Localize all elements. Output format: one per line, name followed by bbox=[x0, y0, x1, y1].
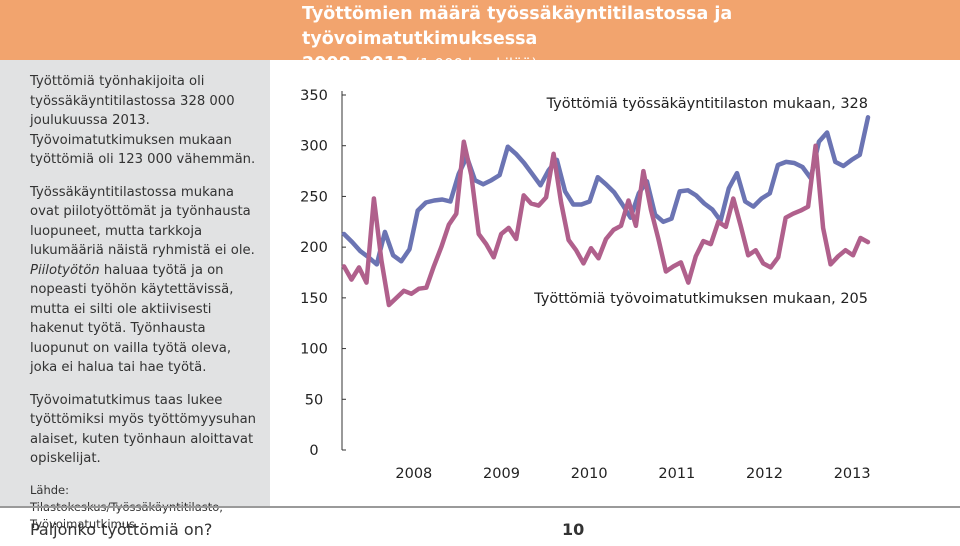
y-tick-label: 250 bbox=[300, 189, 328, 205]
x-tick-label: 2008 bbox=[395, 466, 432, 482]
sidebar-paragraph-2a: Työssäkäyntitilastossa mukana ovat piilo… bbox=[30, 184, 255, 259]
series-line-2 bbox=[341, 139, 871, 308]
y-tick-label: 150 bbox=[300, 291, 328, 307]
sidebar-paragraph-3: Työvoimatutkimus taas lukee työttömiksi … bbox=[30, 392, 257, 467]
sidebar-paragraph-2b: haluaa työtä ja on nopeasti työhön käyte… bbox=[30, 262, 234, 376]
y-tick-label: 0 bbox=[309, 443, 318, 459]
series-label-tyovoima: Työttömiä työvoimatutkimuksen mukaan, 20… bbox=[533, 291, 868, 307]
sidebar-term-piilotyoton: Piilotyötön bbox=[30, 262, 100, 278]
y-tick-label: 200 bbox=[300, 240, 328, 256]
sidebar-text: Työttömiä työnhakijoita oli työssäkäynti… bbox=[30, 72, 258, 546]
sidebar-panel bbox=[0, 60, 270, 506]
x-tick-label: 2013 bbox=[834, 466, 871, 482]
x-tick-label: 2011 bbox=[658, 466, 695, 482]
chart-title-main: Työttömien määrä työssäkäyntitilastossa … bbox=[302, 4, 733, 49]
line-chart: 0 50 100 150 200 250 300 350 2008 2009 2010 2011 201… bbox=[300, 88, 871, 482]
sidebar-paragraph-2: Työssäkäyntitilastossa mukana ovat piilo… bbox=[30, 183, 258, 378]
y-tick-label: 350 bbox=[300, 88, 328, 104]
y-tick-label: 100 bbox=[300, 342, 328, 358]
x-tick-label: 2012 bbox=[746, 466, 783, 482]
chart-title: Työttömien määrä työssäkäyntitilastossa … bbox=[302, 2, 956, 77]
y-tick-label: 50 bbox=[305, 392, 323, 408]
source-note: Lähde: Tilastokeskus/Työssäkäyntitilasto… bbox=[30, 482, 223, 531]
footer-divider bbox=[0, 506, 960, 508]
footer-title: Paljonko työttömiä on? bbox=[30, 520, 213, 539]
title-banner: Työttömien määrä työssäkäyntitilastossa … bbox=[0, 0, 960, 74]
page-number: 10 bbox=[562, 520, 585, 539]
chart-title-unit: (1 000 henkilöä) bbox=[414, 55, 538, 73]
chart-title-years: 2008–2013 bbox=[302, 54, 409, 74]
x-tick-label: 2009 bbox=[483, 466, 520, 482]
y-tick-label: 300 bbox=[300, 139, 328, 155]
x-tick-label: 2010 bbox=[571, 466, 608, 482]
series-line-1 bbox=[341, 115, 871, 267]
series-label-tyossakaynti: Työttömiä työssäkäyntitilaston mukaan, 3… bbox=[546, 96, 868, 112]
sidebar-paragraph-1: Työttömiä työnhakijoita oli työssäkäynti… bbox=[30, 74, 256, 167]
